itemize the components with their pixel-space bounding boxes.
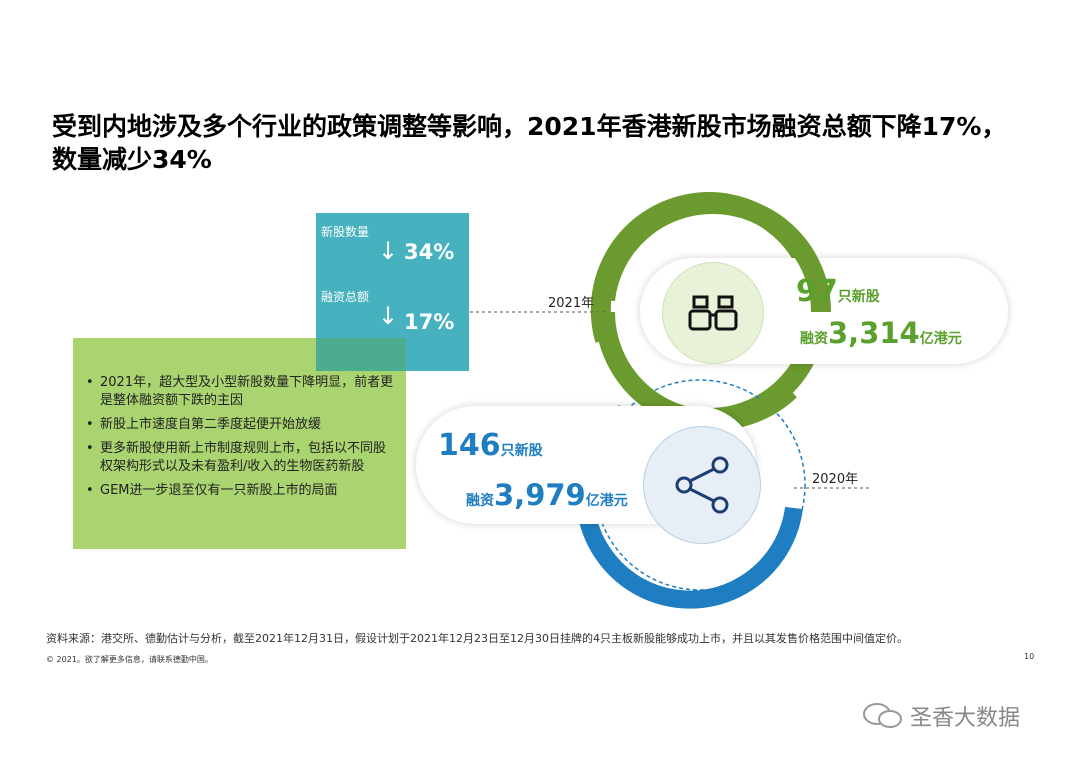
year-2021-label: 2021年	[548, 296, 595, 311]
year-2020-label: 2020年	[812, 472, 859, 487]
funds-label: 融资总额	[321, 290, 370, 304]
box-overlap	[316, 338, 406, 371]
funds-2020: 融资3,979亿港元	[466, 478, 628, 512]
count-2021: 97只新股	[796, 274, 880, 309]
funds-change: 17%	[404, 310, 455, 334]
share-circle	[643, 426, 761, 544]
page-number: 10	[1024, 652, 1035, 661]
list-item: 2021年，超大型及小型新股数量下降明显，前者更是整体融资额下跌的主因	[84, 374, 394, 410]
share-icon	[675, 456, 729, 514]
binoculars-icon	[688, 295, 738, 331]
ipo-count-label: 新股数量	[321, 225, 370, 239]
binoculars-circle	[662, 262, 764, 364]
down-arrow-icon: ↓	[378, 237, 399, 265]
watermark-text: 圣香大数据	[910, 706, 1021, 731]
funds-2021: 融资3,314亿港元	[800, 316, 962, 350]
highlights-list: 2021年，超大型及小型新股数量下降明显，前者更是整体融资额下跌的主因 新股上市…	[84, 374, 394, 506]
count-2020: 146只新股	[438, 428, 543, 463]
copyright: © 2021。欲了解更多信息，请联系德勤中国。	[46, 655, 213, 664]
list-item: 更多新股使用新上市制度规则上市，包括以不同股权架构形式以及未有盈利/收入的生物医…	[84, 440, 394, 476]
footnote-source: 资料来源：港交所、德勤估计与分析，截至2021年12月31日，假设计划于2021…	[46, 632, 908, 645]
wechat-icon	[863, 703, 902, 728]
page-title: 受到内地涉及多个行业的政策调整等影响，2021年香港新股市场融资总额下降17%，…	[52, 112, 1007, 174]
down-arrow-icon: ↓	[378, 302, 399, 330]
list-item: 新股上市速度自第二季度起便开始放缓	[84, 416, 394, 434]
ipo-count-change: 34%	[404, 240, 455, 264]
list-item: GEM进一步退至仅有一只新股上市的局面	[84, 482, 394, 500]
